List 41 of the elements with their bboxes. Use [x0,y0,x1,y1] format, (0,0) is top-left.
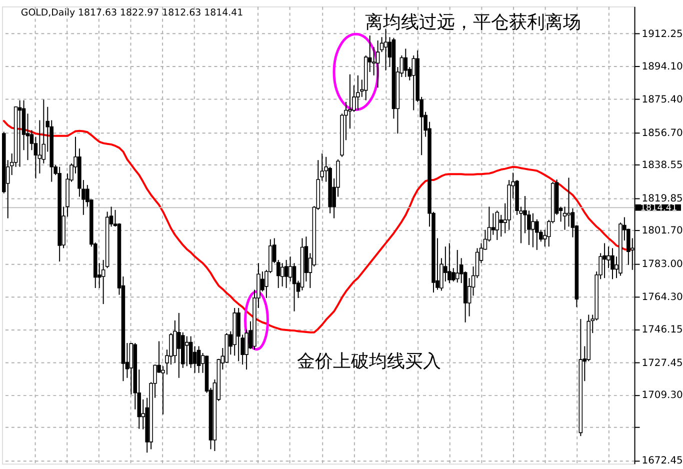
candlestick [376,40,380,88]
candlestick [280,262,284,287]
chart-title: GOLD,Daily 1817.63 1822.97 1812.63 1814.41 [20,7,244,18]
candlestick [531,212,535,248]
candlestick [455,249,460,284]
y-tick-label: 1856.70 [642,128,683,139]
candlestick [42,99,46,164]
candlestick [562,206,567,230]
candlestick [18,100,22,168]
candlestick [284,259,288,289]
candlestick [356,74,360,111]
candlestick [499,214,504,238]
candlestick [602,242,606,279]
candlestick [404,48,408,78]
candlestick [188,336,193,368]
candlestick [448,242,452,284]
candlestick [177,312,181,378]
candlestick [196,346,201,374]
candlestick [38,120,42,174]
y-tick-label: 1801.70 [642,226,683,237]
y-tick-label: 1894.10 [642,61,683,72]
y-tick-label: 1783.00 [642,258,683,270]
candlestick [610,248,614,280]
annotation: 金价上破均线买入 [296,351,441,372]
ref-line-label: 1814.41 [640,204,678,214]
y-tick-label: 1672.45 [642,456,683,467]
candlestick [412,54,416,111]
candlestick [236,307,240,362]
y-tick-label: 1838.55 [642,160,683,172]
y-tick-label: 1746.15 [642,324,683,336]
y-tick-label: 1912.25 [642,28,683,40]
y-tick-label: 1875.40 [642,94,683,106]
candlestick [495,210,500,240]
annotation: 离均线过远，平仓获利离场 [365,12,582,34]
y-tick-label: 1709.30 [642,390,683,402]
candlestick [566,177,571,228]
y-tick-label: 1727.45 [642,358,683,369]
y-tick-label: 1819.85 [642,193,683,204]
candlestick [184,336,189,367]
candlestick [192,346,197,374]
y-tick-label: 1764.30 [642,292,683,304]
